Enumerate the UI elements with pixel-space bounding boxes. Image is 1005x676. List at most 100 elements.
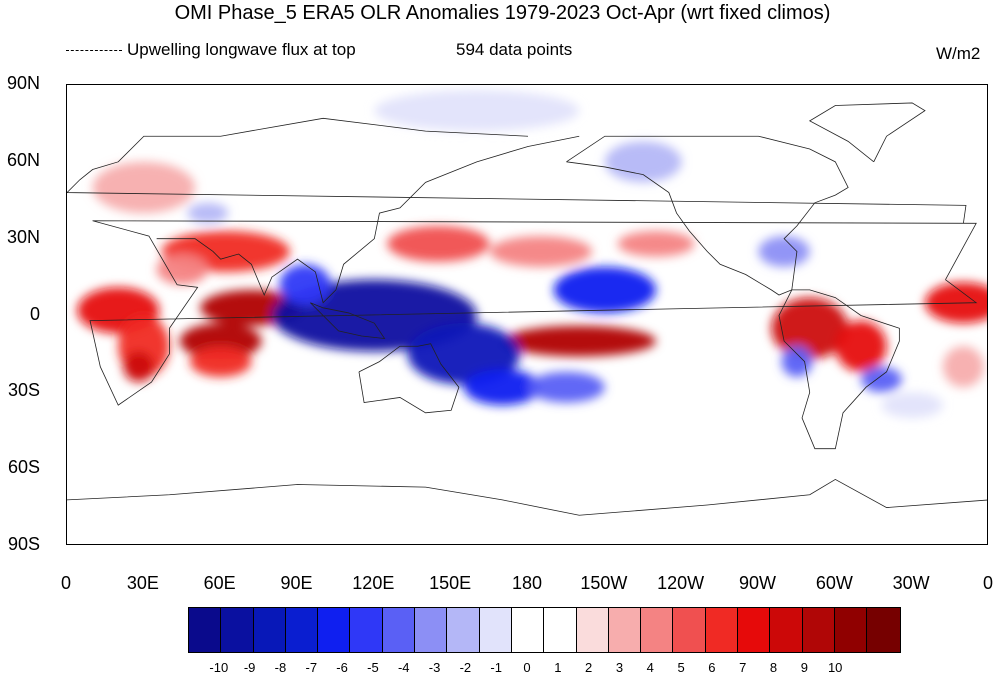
- colorbar-label: -6: [336, 660, 348, 675]
- colorbar: [188, 607, 901, 653]
- colorbar-swatch: [608, 608, 642, 652]
- coastline-5: [566, 135, 849, 296]
- x-tick-label: 150E: [429, 573, 472, 593]
- colorbar-swatch: [641, 608, 674, 652]
- anomaly-region-16: [92, 161, 196, 214]
- y-tick-label: 30N: [6, 226, 40, 247]
- colorbar-label: -3: [428, 660, 441, 675]
- data-points-label: 594 data points: [456, 40, 573, 59]
- map-panel: [66, 84, 988, 545]
- colorbar-label: -10: [209, 660, 229, 675]
- colorbar-swatch: [511, 608, 545, 652]
- anomaly-field: [67, 90, 987, 516]
- anomaly-region-11: [617, 230, 695, 257]
- colorbar-label: -4: [397, 660, 410, 675]
- colorbar-swatch: [221, 608, 254, 652]
- dashed-line-legend-sample: [66, 50, 122, 51]
- colorbar-label: 1: [554, 660, 562, 675]
- colorbar-swatch: [802, 608, 835, 652]
- anomaly-region-7: [156, 254, 208, 285]
- colorbar-swatch: [253, 608, 286, 652]
- coastline-4: [310, 302, 386, 340]
- colorbar-label: -2: [459, 660, 472, 675]
- anomaly-region-22: [279, 264, 331, 306]
- legend-line-label: Upwelling longwave flux at top: [127, 40, 356, 59]
- map-title: OMI Phase_5 ERA5 OLR Anomalies 1979-2023…: [174, 2, 831, 24]
- anomaly-region-27: [374, 90, 580, 132]
- colorbar-swatch: [770, 608, 803, 652]
- anomaly-region-8: [387, 225, 490, 262]
- anomaly-region-24: [781, 346, 813, 377]
- colorbar-swatch: [382, 608, 416, 652]
- y-tick-label: 60N: [6, 149, 40, 170]
- x-tick-label: 60W: [815, 573, 853, 593]
- anomaly-region-19: [463, 369, 541, 406]
- y-tick-label: 0: [29, 303, 40, 324]
- x-tick-label: 90E: [280, 573, 313, 593]
- units-label: W/m2: [936, 44, 981, 63]
- colorbar-label: -5: [367, 660, 379, 675]
- anomaly-region-21: [553, 266, 657, 313]
- coastline-3: [358, 343, 460, 414]
- anomaly-region-12: [771, 297, 849, 360]
- colorbar-label: -8: [274, 660, 287, 675]
- colorbar-swatch: [673, 608, 706, 652]
- colorbar-swatch: [576, 608, 609, 652]
- colorbar-label: 9: [800, 660, 808, 675]
- x-tick-label: 0: [60, 573, 71, 593]
- coastline-2: [67, 117, 967, 224]
- y-tick-label: 90N: [6, 73, 40, 93]
- x-tick-label: 30E: [126, 573, 159, 593]
- anomaly-region-28: [187, 202, 229, 224]
- anomaly-region-14: [924, 282, 987, 324]
- colorbar-swatch: [350, 608, 383, 652]
- colorbar-label: 3: [615, 660, 624, 675]
- anomaly-region-20: [528, 371, 605, 403]
- colorbar-label: 10: [827, 660, 843, 675]
- anomaly-region-5: [189, 346, 252, 377]
- anomaly-region-15: [942, 346, 984, 388]
- anomaly-region-13: [835, 320, 887, 372]
- y-tick-label: 60S: [7, 457, 40, 478]
- colorbar-swatch: [189, 608, 222, 652]
- coastline-6: [778, 289, 900, 450]
- anomaly-region-10: [502, 325, 657, 357]
- coastline-8: [808, 102, 926, 163]
- colorbar-swatch: [479, 608, 512, 652]
- anomaly-region-26: [604, 141, 682, 183]
- anomaly-region-4: [179, 323, 262, 360]
- colorbar-swatch: [415, 608, 448, 652]
- x-tick-label: 180: [511, 573, 543, 593]
- coastline-0: [89, 220, 978, 406]
- colorbar-swatch: [544, 608, 577, 652]
- colorbar-swatch: [834, 608, 868, 652]
- colorbar-swatch: [447, 608, 480, 652]
- colorbar-label: -7: [305, 660, 318, 675]
- anomaly-region-9: [489, 236, 593, 267]
- x-tick-label: 60E: [203, 573, 236, 593]
- colorbar-label: -1: [490, 660, 502, 675]
- x-tick-label: 150W: [580, 573, 628, 593]
- x-tick-label: 120W: [657, 573, 705, 593]
- colorbar-label: 2: [585, 660, 593, 675]
- colorbar-label: 0: [523, 660, 531, 675]
- coastline-7: [67, 478, 987, 516]
- anomaly-region-25: [860, 366, 902, 393]
- colorbar-swatch: [738, 608, 771, 652]
- colorbar-swatch: [705, 608, 739, 652]
- colorbar-swatch: [867, 608, 900, 652]
- colorbar-label: 6: [708, 660, 716, 675]
- anomaly-region-18: [407, 323, 521, 385]
- anomaly-region-29: [881, 392, 943, 418]
- x-tick-label: 90W: [738, 573, 776, 593]
- x-tick-label: 30W: [892, 573, 930, 593]
- colorbar-swatch: [285, 608, 319, 652]
- x-tick-label: 120E: [352, 573, 395, 593]
- colorbar-label: 4: [646, 660, 654, 675]
- colorbar-swatch: [318, 608, 351, 652]
- colorbar-label: 5: [677, 660, 685, 675]
- coastline-1: [156, 135, 580, 304]
- y-tick-label: 30S: [7, 380, 40, 401]
- y-tick-label: 90S: [7, 534, 40, 554]
- anomaly-region-23: [758, 236, 810, 267]
